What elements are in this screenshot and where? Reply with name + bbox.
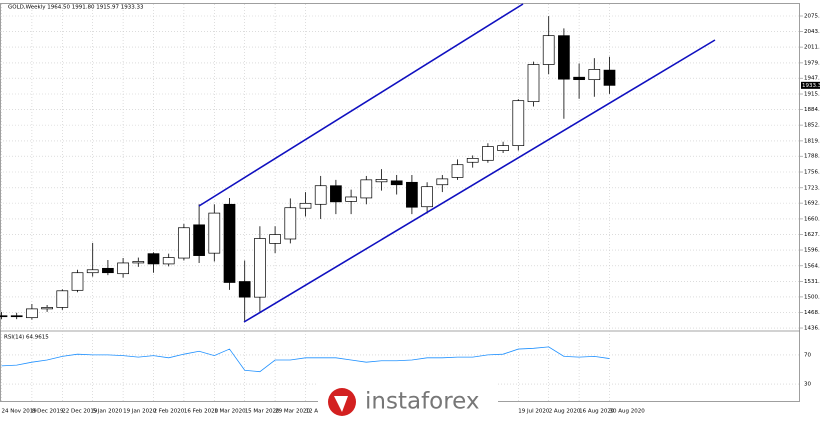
x-tick-label: 22 Dec 2019 <box>62 409 98 415</box>
x-tick-label: 2 Feb 2020 <box>154 409 185 415</box>
candle-body <box>56 290 69 308</box>
candle-body <box>466 157 479 163</box>
candle-body <box>406 181 418 208</box>
candle-body <box>497 145 509 151</box>
candle-body <box>451 164 464 178</box>
y-tick-label: 1723.75 <box>804 185 820 191</box>
y-tick-label: 1531.85 <box>804 279 820 285</box>
x-tick-label: 2 Aug 2020 <box>549 409 581 415</box>
watermark: instaforex <box>365 389 480 415</box>
candle-body <box>41 307 53 310</box>
y-tick-label: 1660.10 <box>804 216 820 222</box>
x-tick-label: 16 Feb 2020 <box>184 409 219 415</box>
candle-body <box>542 35 555 65</box>
candle-body <box>162 257 175 265</box>
candle-body <box>208 212 221 254</box>
x-tick-label: 15 Mar 2020 <box>245 409 280 415</box>
candle-body <box>330 185 342 203</box>
candle-body <box>527 64 540 103</box>
x-tick-label: 8 Dec 2019 <box>32 409 64 415</box>
candle-body <box>603 69 616 86</box>
candle-body <box>178 227 190 259</box>
last-price-tag <box>801 81 820 89</box>
frame <box>0 3 800 402</box>
x-tick-label: 5 Jan 2020 <box>93 409 123 415</box>
x-tick-label: 12 Apr <box>306 409 325 415</box>
candle-body <box>102 267 114 274</box>
y-tick-label: 1436.85 <box>804 326 820 332</box>
rsi-title: RSI(14) 64.9615 <box>4 335 49 341</box>
y-tick-label: 2011.60 <box>804 45 820 51</box>
candle-body <box>390 180 403 186</box>
y-tick-label: 1564.15 <box>804 263 820 269</box>
y-tick-label: 1788.35 <box>804 154 820 160</box>
x-tick-label: 19 Jul 2020 <box>518 409 550 415</box>
candle-body <box>314 185 327 205</box>
candle-body <box>482 146 494 161</box>
y-tick-label: 1819.70 <box>804 138 820 144</box>
candle-body <box>10 315 23 318</box>
candle-body <box>193 224 205 256</box>
candle-body <box>512 100 525 146</box>
x-tick-label: 1 Mar 2020 <box>214 409 246 415</box>
candle-body <box>71 272 84 291</box>
y-tick-label: 1852.00 <box>804 123 820 129</box>
candle-body <box>269 234 281 244</box>
candle-body <box>588 69 601 81</box>
y-tick-label: 30 <box>804 382 811 388</box>
candle-body <box>26 308 38 319</box>
y-tick-label: 70 <box>804 352 811 358</box>
y-tick-label: 1627.80 <box>804 232 820 238</box>
last-price-label: 1933.36 <box>802 83 820 89</box>
candle-body <box>421 186 433 208</box>
candle-body <box>238 281 251 298</box>
y-tick-label: 2075.25 <box>804 13 820 19</box>
y-tick-label: 1884.30 <box>804 107 820 113</box>
marks <box>0 16 616 373</box>
rsi-line <box>1 346 610 373</box>
candle-body <box>299 202 312 209</box>
candle-body <box>375 179 388 183</box>
candle-body <box>573 76 585 81</box>
candle-body <box>284 207 297 240</box>
y-tick-label: 1756.05 <box>804 170 820 176</box>
chart-title: GOLD,Weekly 1964.50 1991.80 1915.97 1933… <box>8 5 144 11</box>
candle-body <box>132 261 145 264</box>
candle-body <box>254 238 266 298</box>
x-tick-label: 24 Nov 2019 <box>2 409 38 415</box>
candle-body <box>147 253 160 265</box>
candle-body <box>223 203 236 283</box>
candle-body <box>360 179 373 199</box>
candle-body <box>86 269 99 274</box>
candle-body <box>558 35 570 80</box>
candle-body <box>345 196 357 202</box>
y-tick-label: 1692.40 <box>804 201 820 207</box>
channel-lower <box>243 39 716 323</box>
x-tick-label: 16 Aug 2020 <box>579 409 615 415</box>
y-tick-label: 1500.50 <box>804 294 820 300</box>
x-tick-label: 29 Mar 2020 <box>275 409 310 415</box>
y-tick-label: 1947.95 <box>804 76 820 82</box>
candle-body <box>0 315 8 318</box>
candle-body <box>436 178 449 186</box>
logo-icon-mark <box>334 396 348 412</box>
logo: instaforex <box>318 380 498 417</box>
y-tick-label: 1915.65 <box>804 92 820 98</box>
grid <box>0 4 800 402</box>
y-tick-label: 1596.45 <box>804 248 820 254</box>
x-tick-label: 19 Jan 2020 <box>123 409 156 415</box>
candle-body <box>117 262 129 275</box>
x-tick-label: 30 Aug 2020 <box>610 409 646 415</box>
channel-upper <box>198 3 524 207</box>
y-tick-label: 2043.90 <box>804 29 820 35</box>
y-tick-label: 1468.20 <box>804 310 820 316</box>
y-tick-label: 1979.30 <box>804 60 820 66</box>
